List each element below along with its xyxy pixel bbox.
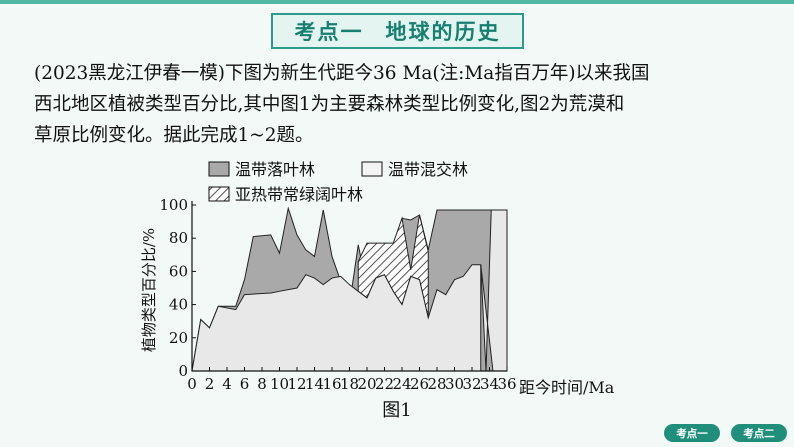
x-tick-label: 18 [340,375,359,393]
section-number: 考点一 [294,20,364,44]
x-tick-label: 2 [205,375,215,393]
x-tick-label: 24 [392,375,411,393]
question-line-1: (2023黑龙江伊春一模)下图为新生代距今36 Ma(注:Ma指百万年)以来我国 [34,63,650,84]
x-tick-label: 22 [375,375,394,393]
x-tick-label: 16 [322,375,341,393]
y-tick-label: 100 [159,196,188,214]
x-tick-label: 36 [497,375,516,393]
y-tick-label: 0 [178,362,188,380]
question-line-2: 西北地区植被类型百分比,其中图1为主要森林类型比例变化,图2为荒漠和 [34,94,625,115]
top-accent-band [0,0,794,4]
question-line-3: 草原比例变化。据此完成1~2题。 [34,125,314,146]
x-tick-label: 26 [410,375,429,393]
x-tick-label: 20 [357,375,376,393]
x-tick-label: 0 [187,375,197,393]
section-title: 考点一 地球的历史 [271,13,524,49]
y-tick-label: 80 [169,229,188,247]
nav-topic-1-button[interactable]: 考点一 [664,424,720,442]
series-mixed-area [191,264,482,372]
legend-label: 温带混交林 [388,160,468,179]
y-axis-label: 植物类型百分比/% [140,228,158,352]
x-tick-label: 34 [480,375,499,393]
legend-label: 亚热带常绿阔叶林 [235,185,363,204]
x-tick-label: 6 [240,375,250,393]
section-topic: 地球的历史 [385,20,501,44]
x-tick-label: 12 [287,375,306,393]
legend-label: 温带落叶林 [235,160,315,179]
legend-swatch [208,161,230,177]
figure-caption: 图1 [382,400,411,421]
x-tick-label: 28 [427,375,446,393]
x-tick-label: 14 [305,375,324,393]
legend-swatch [208,186,230,202]
y-tick-label: 20 [169,329,188,347]
x-tick-label: 10 [270,375,289,393]
x-tick-label: 4 [222,375,232,393]
x-tick-label: 8 [257,375,267,393]
x-tick-label: 30 [445,375,464,393]
y-tick-label: 40 [169,296,188,314]
legend-swatch [361,161,383,177]
y-tick-label: 60 [169,262,188,280]
question-text: (2023黑龙江伊春一模)下图为新生代距今36 Ma(注:Ma指百万年)以来我国… [34,58,774,151]
x-axis-label: 距今时间/Ma [519,378,615,397]
nav-topic-2-button[interactable]: 考点二 [731,424,787,442]
x-tick-label: 32 [462,375,481,393]
